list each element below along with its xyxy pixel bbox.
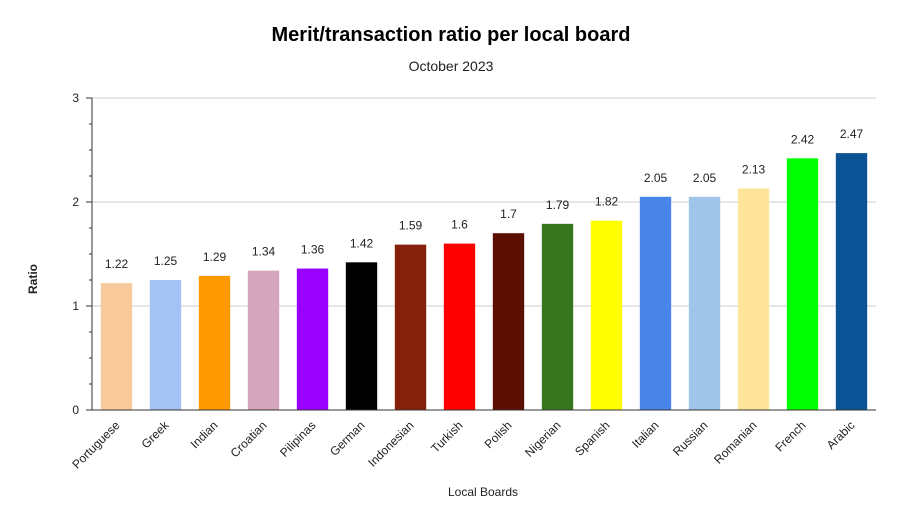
y-axis-title: Ratio [26,264,40,294]
data-label: 1.34 [252,245,276,259]
data-label: 2.42 [791,132,815,146]
x-tick-label: Arabic [824,418,858,452]
data-label: 1.79 [546,198,570,212]
y-tick-label: 2 [72,195,79,209]
chart-subtitle: October 2023 [408,58,494,74]
x-tick-label: Spanish [572,418,613,459]
data-label: 2.13 [742,162,766,176]
chart-title: Merit/transaction ratio per local board [271,24,631,46]
x-tick-label: Pilipinas [277,418,319,460]
bar-nigerian [541,223,574,410]
y-tick-label: 1 [72,299,79,313]
x-tick-label: German [327,418,368,459]
bar-russian [688,196,721,410]
bar-french [786,158,819,410]
data-label: 2.05 [693,171,717,185]
bar-greek [149,280,182,410]
bar-arabic [835,153,868,410]
y-tick-label: 3 [72,91,79,105]
data-label: 2.47 [840,127,864,141]
bar-indonesian [394,244,427,410]
data-label: 1.59 [399,219,423,233]
bar-romanian [737,188,770,410]
x-tick-label: Portuguese [69,418,123,472]
bar-italian [639,196,672,410]
bars [100,153,868,410]
bar-indian [198,275,231,410]
bar-spanish [590,220,623,410]
x-tick-label: Indonesian [365,418,416,469]
data-label: 1.22 [105,257,129,271]
x-tick-label: Croatian [228,418,270,460]
bar-portuguese [100,283,133,410]
axes [86,97,876,411]
data-label: 1.36 [301,243,325,257]
data-label: 1.82 [595,195,619,209]
x-tick-label: Turkish [428,418,465,455]
data-label: 1.29 [203,250,227,264]
x-tick-label: Indian [188,418,221,451]
data-label: 1.7 [500,207,517,221]
bar-polish [492,233,525,410]
x-tick-label: Greek [139,418,173,452]
x-tick-label: Romanian [711,418,760,467]
y-tick-label: 0 [72,403,79,417]
x-tick-label: Russian [670,418,711,459]
x-tick-label: Polish [482,418,515,451]
x-axis-title: Local Boards [448,485,518,499]
bar-turkish [443,243,476,410]
x-tick-label: Nigerian [522,418,564,460]
data-label: 2.05 [644,171,668,185]
bar-german [345,262,378,410]
x-tick-label: Italian [629,418,662,451]
data-label: 1.25 [154,254,178,268]
bar-croatian [247,270,280,410]
data-label: 1.6 [451,218,468,232]
data-label: 1.42 [350,236,374,250]
x-tick-label: French [772,418,808,454]
bar-pilipinas [296,268,329,410]
